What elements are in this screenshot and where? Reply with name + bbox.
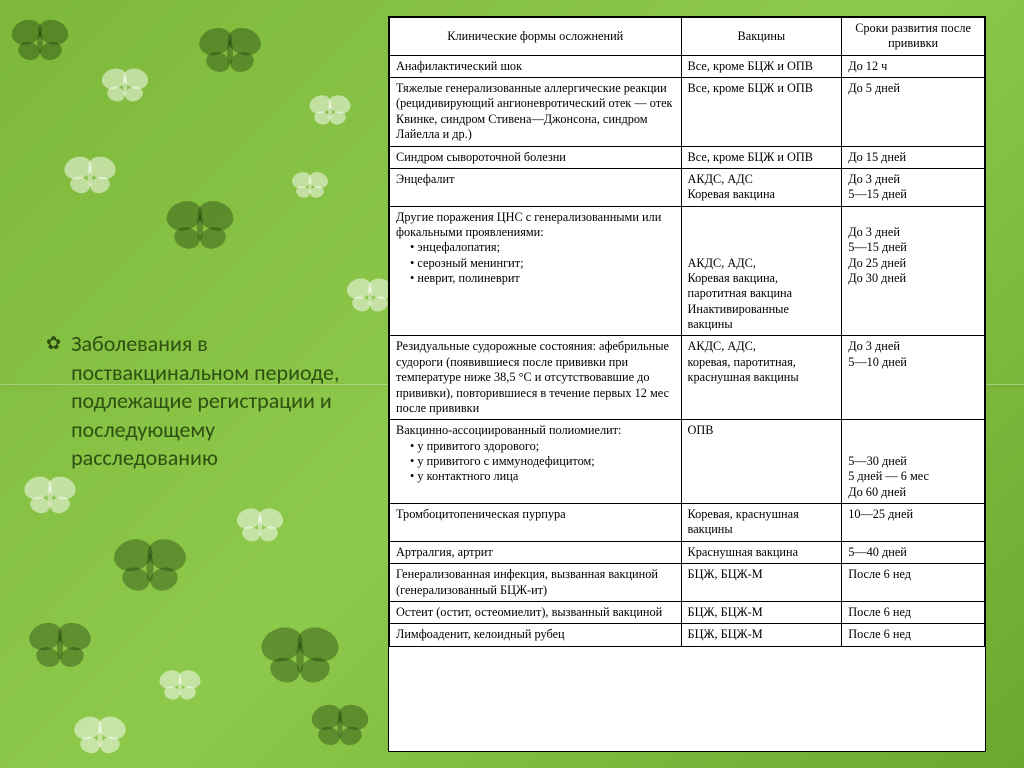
butterfly-decoration (70, 710, 130, 760)
cell-vaccines: Краснушная вакцина (681, 541, 842, 563)
table-row: Другие поражения ЦНС с генерализованными… (390, 206, 985, 336)
cell-vaccines: ОПВ (681, 420, 842, 504)
cell-timing: После 6 нед (842, 601, 985, 623)
cell-vaccines: БЦЖ, БЦЖ-М (681, 601, 842, 623)
butterfly-decoration (108, 530, 192, 600)
cell-complication: Генерализованная инфекция, вызванная вак… (390, 564, 682, 602)
cell-vaccines: АКДС, АДСКоревая вакцина (681, 168, 842, 206)
cell-vaccines: АКДС, АДС,Коревая вакцина,паротитная вак… (681, 206, 842, 336)
butterfly-decoration (24, 615, 96, 675)
table-row: Синдром сывороточной болезниВсе, кроме Б… (390, 146, 985, 168)
cell-vaccines: Все, кроме БЦЖ и ОПВ (681, 55, 842, 77)
table-row: Артралгия, артритКраснушная вакцина5—40 … (390, 541, 985, 563)
cell-complication: Артралгия, артрит (390, 541, 682, 563)
table-row: Лимфоаденит, келоидный рубецБЦЖ, БЦЖ-МПо… (390, 624, 985, 646)
cell-vaccines: Все, кроме БЦЖ и ОПВ (681, 78, 842, 146)
butterfly-decoration (307, 698, 373, 753)
cell-vaccines: БЦЖ, БЦЖ-М (681, 564, 842, 602)
butterfly-decoration (289, 168, 331, 203)
table-row: Анафилактический шокВсе, кроме БЦЖ и ОПВ… (390, 55, 985, 77)
cell-complication: Резидуальные судорожные состояния: афебр… (390, 336, 682, 420)
complications-table: Клинические формы осложнений Вакцины Сро… (389, 17, 985, 647)
table-row: Остеит (остит, остеомиелит), вызванный в… (390, 601, 985, 623)
table-row: Генерализованная инфекция, вызванная вак… (390, 564, 985, 602)
cell-timing: До 3 дней5—15 дней (842, 168, 985, 206)
col-header-timing: Сроки развития после прививки (842, 18, 985, 56)
cell-timing: До 5 дней (842, 78, 985, 146)
cell-timing: До 3 дней5—10 дней (842, 336, 985, 420)
butterfly-decoration (156, 665, 204, 705)
cell-timing: После 6 нед (842, 624, 985, 646)
butterfly-decoration (161, 193, 239, 258)
cell-complication: Синдром сывороточной болезни (390, 146, 682, 168)
cell-complication: Тяжелые генерализованные аллергические р… (390, 78, 682, 146)
butterfly-decoration (98, 63, 152, 108)
cell-vaccines: АКДС, АДС,коревая, паротитная,краснушная… (681, 336, 842, 420)
cell-timing: До 3 дней5—15 днейДо 25 днейДо 30 дней (842, 206, 985, 336)
table-row: Вакцинно-ассоциированный полиомиелит:у п… (390, 420, 985, 504)
cell-complication: Лимфоаденит, келоидный рубец (390, 624, 682, 646)
table-header-row: Клинические формы осложнений Вакцины Сро… (390, 18, 985, 56)
cell-complication: Остеит (остит, остеомиелит), вызванный в… (390, 601, 682, 623)
col-header-complications: Клинические формы осложнений (390, 18, 682, 56)
slide-title-block: ✿ Заболевания в поствакцинальном периоде… (46, 330, 361, 473)
cell-complication: Тромбоцитопеническая пурпура (390, 504, 682, 542)
cell-timing: 5—30 дней5 дней — 6 месДо 60 дней (842, 420, 985, 504)
butterfly-decoration (233, 503, 287, 548)
table-row: Тромбоцитопеническая пурпураКоревая, кра… (390, 504, 985, 542)
cell-complication: Энцефалит (390, 168, 682, 206)
cell-complication: Вакцинно-ассоциированный полиомиелит:у п… (390, 420, 682, 504)
cell-timing: После 6 нед (842, 564, 985, 602)
cell-complication: Другие поражения ЦНС с генерализованными… (390, 206, 682, 336)
butterfly-decoration (306, 90, 354, 130)
cell-timing: До 12 ч (842, 55, 985, 77)
slide-title-text: Заболевания в поствакцинальном периоде, … (71, 330, 361, 473)
cell-timing: 5—40 дней (842, 541, 985, 563)
col-header-vaccines: Вакцины (681, 18, 842, 56)
cell-vaccines: Коревая, краснушная вакцины (681, 504, 842, 542)
butterfly-decoration (20, 470, 80, 520)
cell-complication: Анафилактический шок (390, 55, 682, 77)
cell-timing: До 15 дней (842, 146, 985, 168)
cell-vaccines: БЦЖ, БЦЖ-М (681, 624, 842, 646)
table-row: ЭнцефалитАКДС, АДСКоревая вакцинаДо 3 дн… (390, 168, 985, 206)
complications-table-container: Клинические формы осложнений Вакцины Сро… (388, 16, 986, 752)
butterfly-decoration (255, 618, 345, 693)
table-row: Тяжелые генерализованные аллергические р… (390, 78, 985, 146)
butterfly-decoration (7, 13, 73, 68)
cell-vaccines: Все, кроме БЦЖ и ОПВ (681, 146, 842, 168)
butterfly-decoration (60, 150, 120, 200)
table-row: Резидуальные судорожные состояния: афебр… (390, 336, 985, 420)
butterfly-decoration (194, 20, 266, 80)
bullet-icon: ✿ (46, 330, 61, 357)
cell-timing: 10—25 дней (842, 504, 985, 542)
